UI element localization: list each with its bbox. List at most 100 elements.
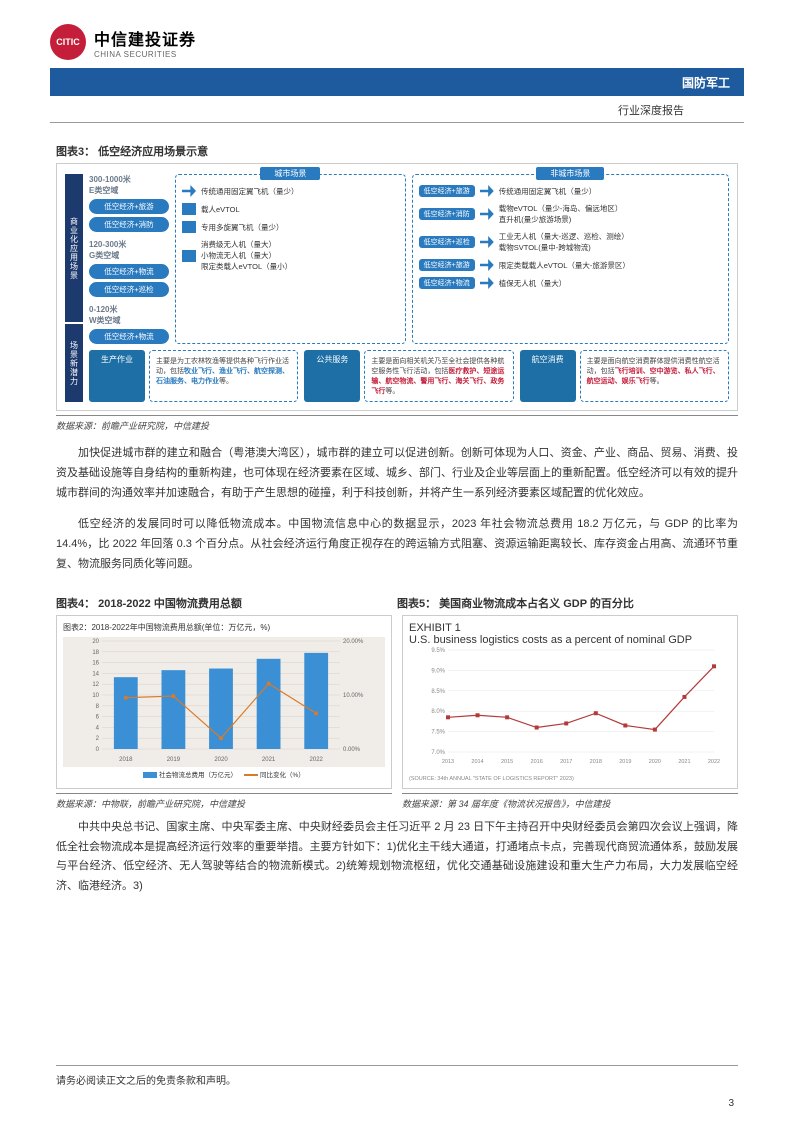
page-header: CITIC 中信建投证券 CHINA SECURITIES — [0, 0, 794, 68]
svg-text:2020: 2020 — [649, 759, 661, 765]
svg-text:16: 16 — [92, 660, 99, 666]
subhead-text: 行业深度报告 — [618, 105, 684, 117]
svg-text:4: 4 — [96, 725, 100, 731]
city-row-text: 消费级无人机（量大） 小物流无人机（量大） 限定类载人eVTOL（量小） — [201, 239, 292, 272]
aircraft-icon — [480, 208, 494, 220]
svg-text:2021: 2021 — [678, 759, 690, 765]
svg-text:12: 12 — [92, 682, 99, 688]
bottom-box-0: 主要是为工农林牧渔等提供各种飞行作业活动，包括牧业飞行、渔业飞行、航空探测、石油… — [149, 350, 298, 402]
svg-text:9.0%: 9.0% — [431, 668, 445, 674]
band-label: 国防军工 — [682, 74, 730, 91]
city-row-text: 专用多旋翼飞机（量少） — [201, 222, 284, 233]
alt-2-label: 0-120米 W类空域 — [89, 304, 169, 326]
noncity-row-2: 低空经济+巡检工业无人机（量大-巡逻、巡检、测绘） 载物SVTOL(量中-跨城物… — [419, 231, 722, 253]
logo-cn: 中信建投证券 — [94, 26, 196, 50]
left-seg-1: 场景新潜力 — [65, 324, 83, 402]
noncity-pill: 低空经济+巡检 — [419, 236, 475, 248]
city-row-2: 专用多旋翼飞机（量少） — [182, 221, 399, 233]
noncity-row-text: 限定类载载人eVTOL（量大-旅游景区） — [499, 260, 630, 271]
city-row-3: 消费级无人机（量大） 小物流无人机（量大） 限定类载人eVTOL（量小） — [182, 239, 399, 272]
paragraph-2: 低空经济的发展同时可以降低物流成本。中国物流信息中心的数据显示，2023 年社会… — [56, 515, 738, 574]
bottom-pill-2: 航空消费 — [520, 350, 576, 402]
city-row-text: 载人eVTOL — [201, 204, 240, 215]
city-scene: 城市场景 传统通用固定翼飞机（量少）载人eVTOL专用多旋翼飞机（量少）消费级无… — [175, 174, 406, 344]
svg-text:2016: 2016 — [531, 759, 543, 765]
bottom-pill-0: 生产作业 — [89, 350, 145, 402]
svg-text:8.0%: 8.0% — [431, 709, 445, 715]
fig4-source: 数据来源：中物联，前瞻产业研究院，中信建投 — [56, 793, 392, 810]
svg-text:2018: 2018 — [119, 757, 133, 763]
svg-text:2022: 2022 — [310, 757, 324, 763]
logo-block: CITIC 中信建投证券 CHINA SECURITIES — [50, 24, 196, 60]
fig4-chart: 图表2：2018-2022年中国物流费用总额(单位：万亿元，%) 0246810… — [56, 615, 392, 789]
alt-2-pill-0: 低空经济+物流 — [89, 329, 169, 344]
noncity-pill: 低空经济+消防 — [419, 208, 475, 220]
noncity-pill: 低空经济+旅游 — [419, 185, 475, 197]
fig3-bottom-row: 生产作业主要是为工农林牧渔等提供各种飞行作业活动，包括牧业飞行、渔业飞行、航空探… — [89, 350, 729, 402]
city-row-1: 载人eVTOL — [182, 203, 399, 215]
noncity-row-text: 植保无人机（量大） — [499, 278, 567, 289]
aircraft-icon — [182, 203, 196, 215]
logo-text: 中信建投证券 CHINA SECURITIES — [94, 26, 196, 59]
svg-text:2017: 2017 — [560, 759, 572, 765]
svg-text:7.5%: 7.5% — [431, 729, 445, 735]
svg-text:2013: 2013 — [442, 759, 454, 765]
noncity-scene-header: 非城市场景 — [536, 167, 604, 180]
page-footer: 请务必阅读正文之后的免责条款和声明。 — [56, 1065, 738, 1087]
svg-text:0.00%: 0.00% — [343, 747, 361, 753]
svg-text:2: 2 — [96, 736, 100, 742]
alt-0-pill-1: 低空经济+消防 — [89, 217, 169, 232]
fig3-left-column: 商业化应用场景 场景新潜力 — [65, 174, 83, 402]
aircraft-icon — [480, 185, 494, 197]
city-row-0: 传统通用固定翼飞机（量少） — [182, 185, 399, 197]
noncity-row-1: 低空经济+消防 载物eVTOL（量少-海岛、偏远地区） 直升机(量少旅游场景) — [419, 203, 722, 225]
logo-icon: CITIC — [50, 24, 86, 60]
alt-0-label: 300-1000米 E类空域 — [89, 174, 169, 196]
bottom-pill-1: 公共服务 — [304, 350, 360, 402]
svg-text:8.5%: 8.5% — [431, 689, 445, 695]
aircraft-icon — [480, 277, 494, 289]
aircraft-icon — [182, 250, 196, 262]
noncity-pill: 低空经济+旅游 — [419, 259, 475, 271]
logo-en: CHINA SECURITIES — [94, 50, 196, 59]
fig5-svg: 7.0%7.5%8.0%8.5%9.0%9.5%2013201420152016… — [409, 646, 731, 766]
fig3-title: 图表3： 低空经济应用场景示意 — [56, 143, 738, 159]
noncity-row-4: 低空经济+物流植保无人机（量大） — [419, 277, 722, 289]
paragraph-1: 加快促进城市群的建立和融合（粤港澳大湾区），城市群的建立可以促进创新。创新可体现… — [56, 444, 738, 503]
fig5-source: 数据来源：第 34 届年度《物流状况报告》，中信建投 — [402, 793, 738, 810]
fig3-diagram: 商业化应用场景 场景新潜力 300-1000米 E类空域 低空经济+旅游 低空经… — [56, 163, 738, 411]
left-seg-0: 商业化应用场景 — [65, 174, 83, 324]
svg-text:0: 0 — [96, 747, 100, 753]
svg-text:2019: 2019 — [619, 759, 631, 765]
noncity-row-text: 传统通用固定翼飞机（量少） — [499, 186, 597, 197]
fig4-legend: 社会物流总费用（万亿元） 同比变化（%） — [63, 769, 385, 779]
svg-text:9.5%: 9.5% — [431, 648, 445, 654]
svg-text:7.0%: 7.0% — [431, 750, 445, 756]
noncity-row-3: 低空经济+旅游 限定类载载人eVTOL（量大-旅游景区） — [419, 259, 722, 271]
fig4-title: 图表4： 2018-2022 中国物流费用总额 — [56, 595, 397, 611]
alt-1-pill-1: 低空经济+巡检 — [89, 282, 169, 297]
svg-text:14: 14 — [92, 671, 99, 677]
fig5-title: 图表5： 美国商业物流成本占名义 GDP 的百分比 — [397, 595, 738, 611]
fig5-inner-title: U.S. business logistics costs as a perce… — [409, 634, 731, 646]
footer-text: 请务必阅读正文之后的免责条款和声明。 — [56, 1076, 236, 1087]
altitude-column: 300-1000米 E类空域 低空经济+旅游 低空经济+消防 120-300米 … — [89, 174, 169, 344]
svg-text:2015: 2015 — [501, 759, 513, 765]
alt-1-label: 120-300米 G类空域 — [89, 239, 169, 261]
noncity-row-text: 载物eVTOL（量少-海岛、偏远地区） 直升机(量少旅游场景) — [499, 203, 623, 225]
fig4-svg: 024681012141618200.00%10.00%20.00%201820… — [63, 637, 385, 767]
bottom-box-2: 主要是面向航空消费群体提供消费性航空活动，包括飞行培训、空中游览、私人飞行、航空… — [580, 350, 729, 402]
svg-text:2019: 2019 — [167, 757, 181, 763]
noncity-row-0: 低空经济+旅游 传统通用固定翼飞机（量少） — [419, 185, 722, 197]
paragraph-3: 中共中央总书记、国家主席、中央军委主席、中央财经委员会主任习近平 2 月 23 … — [56, 818, 738, 897]
aircraft-icon — [480, 259, 494, 271]
section-band: 国防军工 — [50, 68, 744, 96]
svg-text:18: 18 — [92, 650, 99, 656]
fig5-chart: EXHIBIT 1 U.S. business logistics costs … — [402, 615, 738, 789]
fig4-legend-0: 社会物流总费用（万亿元） — [159, 772, 237, 779]
svg-text:8: 8 — [96, 704, 100, 710]
fig4-inner-title: 图表2：2018-2022年中国物流费用总额(单位：万亿元，%) — [63, 622, 385, 633]
svg-text:6: 6 — [96, 714, 100, 720]
alt-0-pill-0: 低空经济+旅游 — [89, 199, 169, 214]
fig5-exhibit-label: EXHIBIT 1 — [409, 622, 731, 634]
